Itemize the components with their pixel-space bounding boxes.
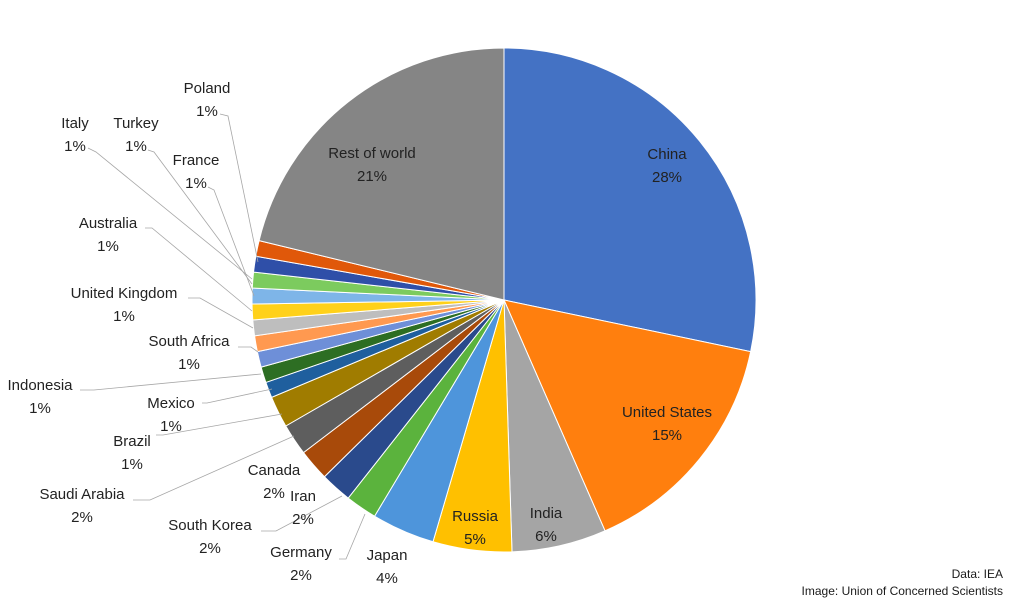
slice-label-russia: Russia [452,508,499,525]
slice-label-south-africa: South Africa [149,333,231,350]
slice-label-china: China [647,146,687,163]
leader-lines [80,113,366,560]
leader-line-south-korea [261,495,343,532]
slice-label-brazil: Brazil [113,433,151,450]
leader-line-france [207,186,255,297]
slice-value-mexico: 1% [160,418,182,435]
slice-value-poland: 1% [196,103,218,120]
leader-line-united-kingdom [188,297,254,329]
slice-label-united-states: United States [622,404,712,421]
slice-label-indonesia: Indonesia [7,377,73,394]
slice-label-iran: Iran [290,488,316,505]
slice-label-india: India [530,505,563,522]
leader-line-brazil [156,413,283,436]
slice-value-rest-of-world: 21% [357,168,387,185]
slice-value-australia: 1% [97,238,119,255]
slice-value-turkey: 1% [125,138,147,155]
slice-labels: China 28% United States 15% India 6% Russia 5% J… [7,80,712,587]
slice-label-japan: Japan [367,547,408,564]
image-credit: Image: Union of Concerned Scientists [801,584,1003,598]
slice-label-poland: Poland [184,80,231,97]
leader-line-australia [145,227,253,312]
slice-value-indonesia: 1% [29,400,51,417]
leader-line-poland [219,113,259,263]
slice-label-mexico: Mexico [147,395,195,412]
slice-label-united-kingdom: United Kingdom [71,285,178,302]
slice-label-italy: Italy [61,115,89,132]
slice-value-south-africa: 1% [178,356,200,373]
slice-value-germany: 2% [290,567,312,584]
slice-value-saudi-arabia: 2% [71,509,93,526]
pie-slices [251,47,757,553]
slice-label-france: France [173,152,220,169]
leader-line-south-africa [238,346,259,353]
slice-value-china: 28% [652,169,682,186]
slice-value-canada: 2% [263,485,285,502]
leader-line-mexico [202,388,273,404]
leader-line-saudi-arabia [133,435,295,501]
data-source-credit: Data: IEA [951,567,1003,581]
leader-line-indonesia [80,373,262,391]
slice-label-australia: Australia [79,215,138,232]
slice-value-brazil: 1% [121,456,143,473]
slice-value-south-korea: 2% [199,540,221,557]
pie-slice-china [503,47,757,353]
slice-label-germany: Germany [270,544,332,561]
slice-label-turkey: Turkey [113,115,159,132]
slice-value-united-kingdom: 1% [113,308,135,325]
slice-label-south-korea: South Korea [168,517,252,534]
slice-label-rest-of-world: Rest of world [328,145,416,162]
slice-value-india: 6% [535,528,557,545]
slice-value-japan: 4% [376,570,398,587]
slice-value-russia: 5% [464,531,486,548]
slice-label-saudi-arabia: Saudi Arabia [39,486,125,503]
leader-line-germany [339,513,366,560]
slice-value-iran: 2% [292,511,314,528]
leader-line-italy [87,147,253,280]
pie-slice-rest-of-world [258,47,505,301]
slice-value-france: 1% [185,175,207,192]
slice-value-italy: 1% [64,138,86,155]
slice-value-united-states: 15% [652,427,682,444]
pie-slice-united-states [503,299,752,532]
leader-line-turkey [147,149,253,285]
slice-label-canada: Canada [248,462,301,479]
